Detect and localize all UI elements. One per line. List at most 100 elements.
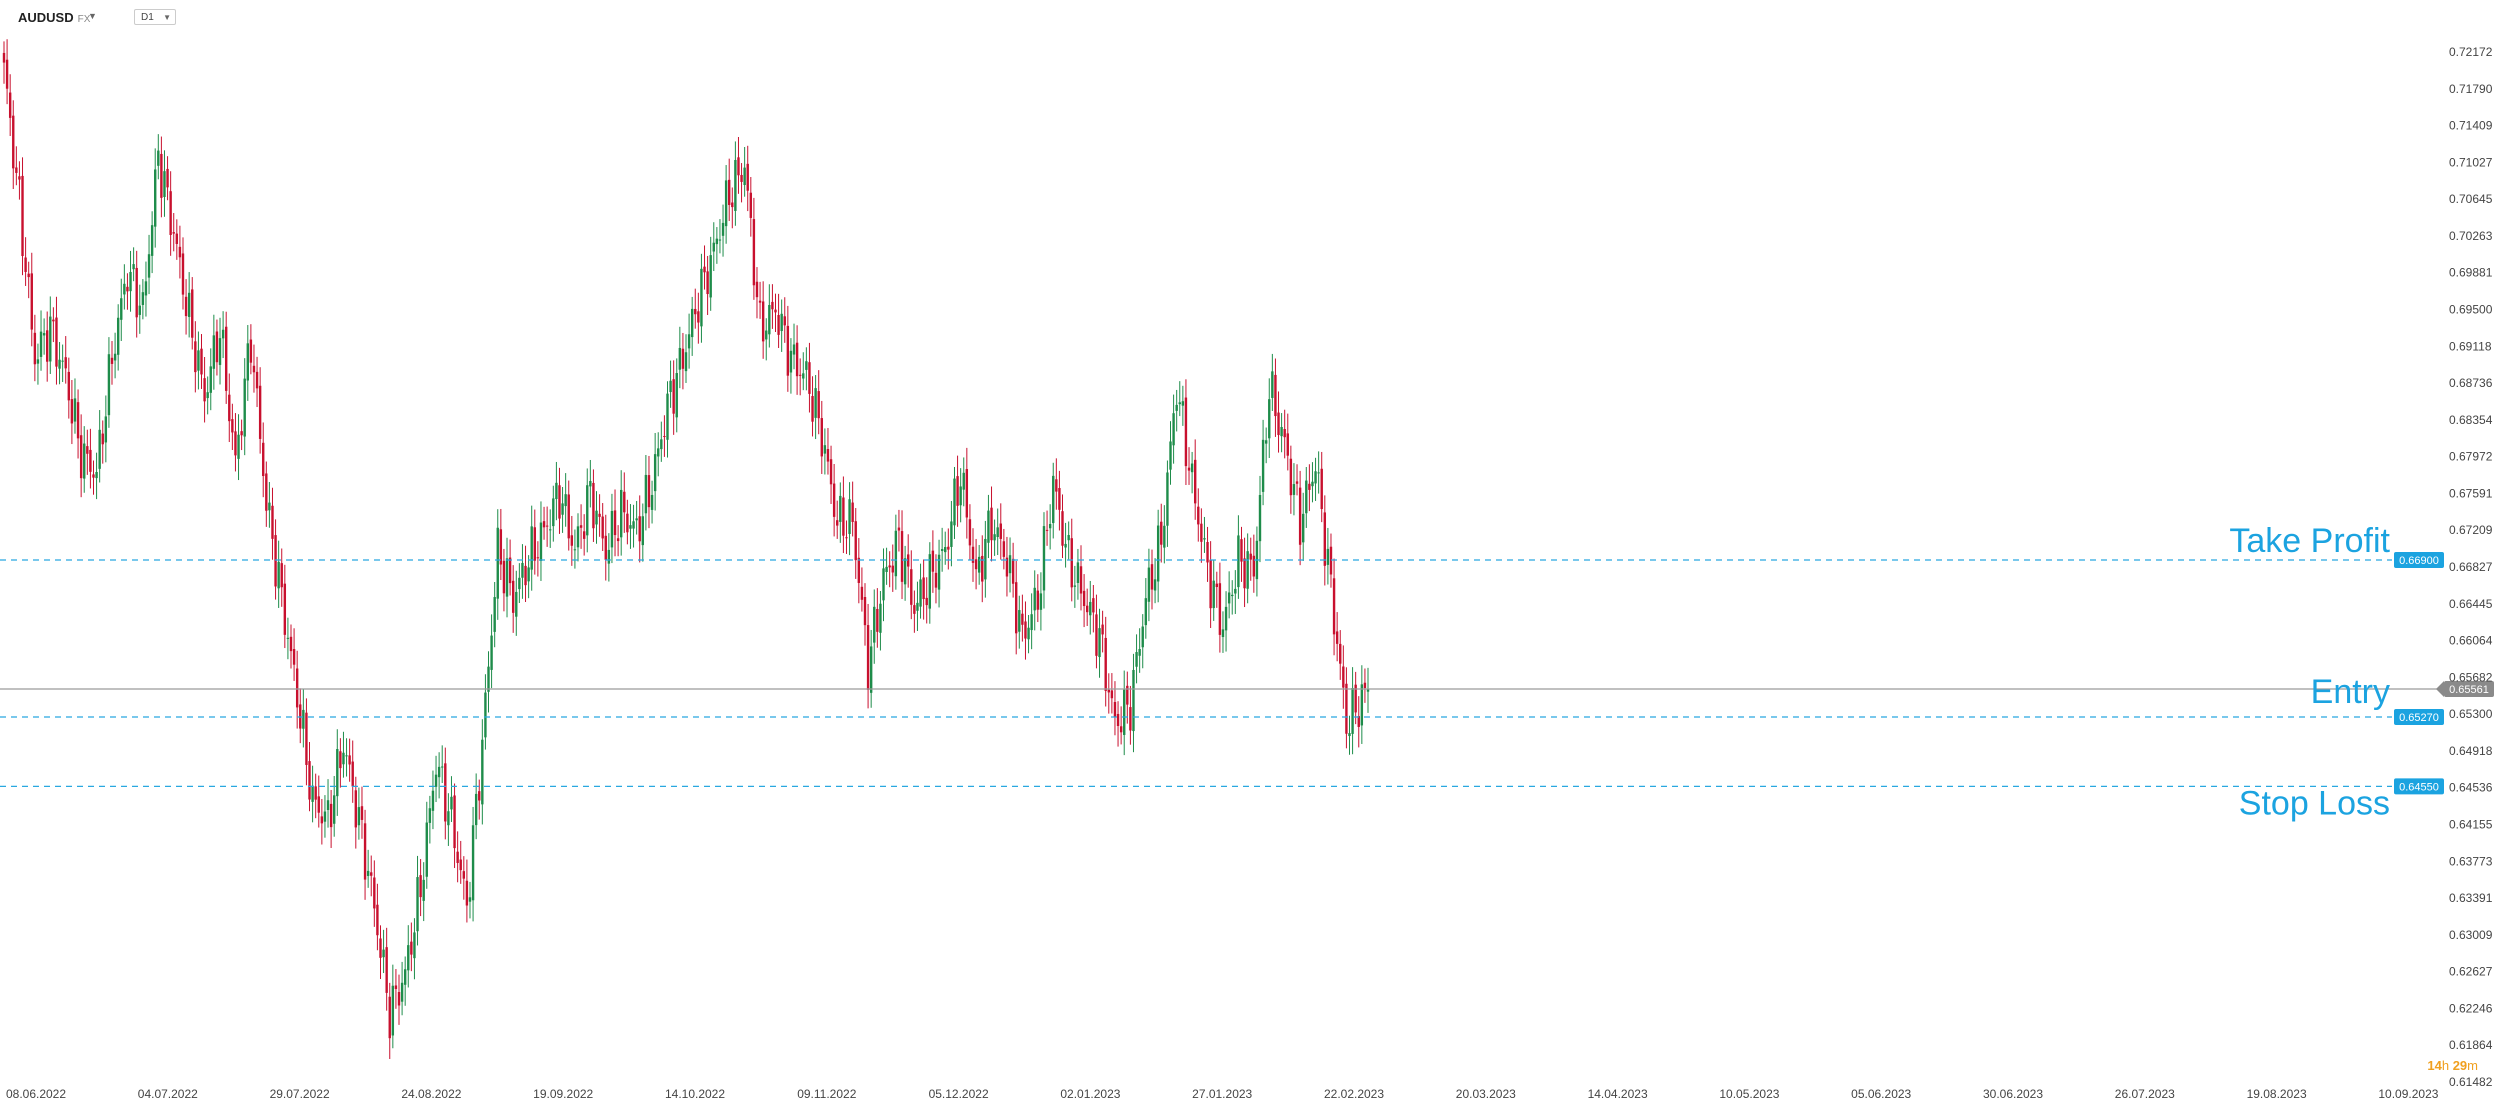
candle [1138, 628, 1141, 673]
candle [1354, 671, 1357, 725]
candle [484, 674, 487, 750]
candle [283, 564, 287, 649]
chevron-down-icon[interactable]: ▼ [88, 11, 97, 21]
candle [30, 252, 33, 347]
candle [73, 378, 77, 434]
candle [487, 651, 490, 713]
candle [761, 281, 765, 359]
candle [104, 395, 108, 463]
candle [1357, 696, 1360, 748]
candle [163, 150, 166, 217]
candle [403, 956, 407, 1006]
candle [437, 752, 441, 799]
y-tick-label: 0.70645 [2449, 192, 2493, 206]
candle [1308, 464, 1311, 512]
candle [906, 534, 910, 588]
candle [447, 793, 450, 846]
level-badge [2394, 778, 2444, 795]
candle [92, 460, 95, 495]
candle [1123, 670, 1126, 756]
candle [613, 489, 617, 557]
level-name: Stop Loss [2239, 784, 2390, 822]
candle [1011, 542, 1015, 598]
candle [1360, 665, 1364, 744]
y-tick-label: 0.64155 [2449, 817, 2493, 831]
candle [240, 419, 243, 451]
candle [876, 588, 879, 648]
candle [292, 628, 296, 681]
x-tick-label: 10.05.2023 [1719, 1087, 1779, 1101]
candle [1264, 427, 1268, 464]
candle [971, 528, 975, 582]
candle [379, 925, 382, 980]
candle [1061, 494, 1064, 559]
candle [197, 331, 200, 390]
candle [536, 541, 540, 577]
candle [450, 776, 453, 822]
candle [576, 513, 580, 562]
candle [107, 337, 111, 428]
candle [160, 136, 163, 218]
candle [373, 860, 376, 927]
chevron-down-icon: ▼ [163, 13, 171, 22]
candle [786, 305, 790, 392]
candle [2, 41, 6, 84]
candle [1332, 558, 1336, 656]
candle [1317, 451, 1320, 494]
candle [323, 795, 327, 838]
candle [802, 352, 805, 391]
candle [1252, 534, 1256, 593]
candle [922, 559, 925, 620]
candle [610, 493, 614, 564]
candle [1258, 475, 1262, 563]
candle [792, 323, 796, 370]
symbol-selector[interactable]: AUDUSD FX [18, 10, 90, 25]
candle [505, 537, 509, 618]
y-tick-label: 0.62627 [2449, 965, 2493, 979]
candle [953, 466, 956, 539]
candle [172, 213, 175, 252]
candle [623, 472, 626, 533]
candle [376, 883, 379, 951]
candle [900, 510, 904, 600]
candle [1335, 612, 1339, 662]
candle [478, 779, 481, 820]
candle [1302, 492, 1305, 562]
candle [407, 925, 410, 988]
candle [873, 589, 876, 664]
candle [246, 325, 249, 401]
candle [564, 473, 567, 527]
x-tick-label: 04.07.2022 [138, 1087, 198, 1101]
candle [1095, 594, 1098, 669]
candle [231, 403, 234, 451]
candle [265, 461, 268, 527]
candle [1227, 571, 1231, 619]
candle [1209, 541, 1212, 628]
candle [1045, 510, 1049, 546]
timeframe-select[interactable]: D1 ▼ [134, 9, 176, 25]
candle [1107, 673, 1110, 714]
candle [237, 414, 240, 481]
candle [286, 617, 290, 660]
candle [1144, 578, 1148, 639]
candle [181, 237, 185, 310]
candle [258, 367, 262, 454]
candle [46, 311, 49, 382]
candle [1110, 673, 1114, 714]
candle [891, 544, 894, 592]
candle [700, 253, 703, 343]
candle [984, 520, 987, 598]
candle [977, 544, 981, 585]
candle [8, 74, 12, 137]
y-tick-label: 0.72172 [2449, 45, 2493, 59]
y-tick-label: 0.63009 [2449, 928, 2493, 942]
candle [1076, 548, 1080, 600]
candle [903, 545, 907, 601]
x-tick-label: 05.06.2023 [1851, 1087, 1911, 1101]
candle [869, 629, 873, 708]
candle [1274, 358, 1277, 437]
candle [1298, 470, 1302, 566]
candle [234, 413, 237, 472]
symbol-label: AUDUSD [18, 10, 74, 25]
